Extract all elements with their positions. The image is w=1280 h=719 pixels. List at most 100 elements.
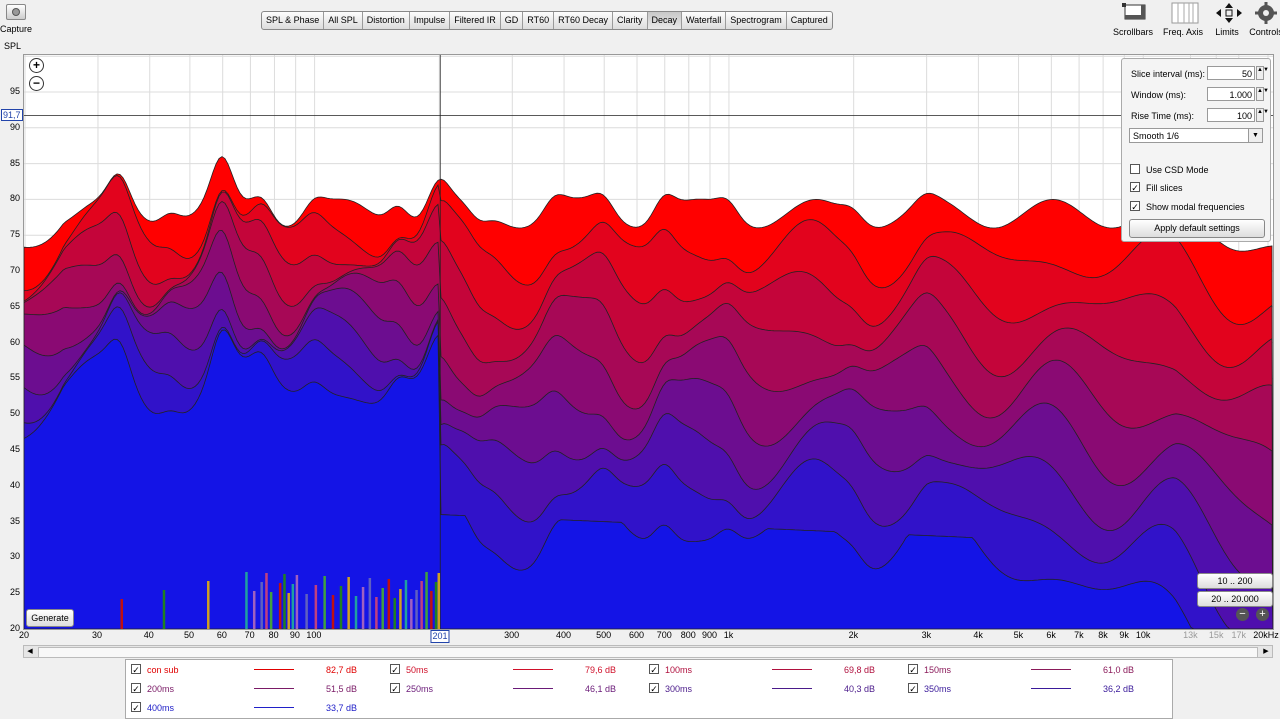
horizontal-scrollbar[interactable]: ◀ ▶ <box>23 645 1273 658</box>
scroll-left-icon[interactable]: ◀ <box>27 648 33 655</box>
y-axis-labels: 95 90 85 80 75 70 65 60 55 50 45 40 35 30 25 20 <box>0 54 23 634</box>
x-tick-label: 1k <box>723 630 734 640</box>
freq-axis-button[interactable]: Freq. Axis <box>1160 0 1206 40</box>
rise-time-spinner[interactable]: ▲▼ <box>1256 108 1269 122</box>
slice-interval-input[interactable]: 50 <box>1207 66 1255 80</box>
x-tick-label: 300 <box>504 630 520 640</box>
range-10-200-button[interactable]: 10 .. 200 <box>1197 573 1273 589</box>
smoothing-select[interactable]: Smooth 1/6 ▼ <box>1129 128 1263 143</box>
range-20-20000-button[interactable]: 20 .. 20.000 <box>1197 591 1273 607</box>
x-tick-label: 5k <box>1013 630 1024 640</box>
tab-decay[interactable]: Decay <box>647 12 683 29</box>
capture-button[interactable]: Capture <box>0 0 34 40</box>
legend-trace-name: 100ms <box>665 665 693 675</box>
show-modal-checkbox[interactable]: ✓ <box>1130 201 1140 212</box>
limits-label: Limits <box>1215 27 1239 37</box>
y-tick-label: 60 <box>9 336 20 347</box>
x-tick-label: 8k <box>1098 630 1108 640</box>
tab-distortion[interactable]: Distortion <box>363 12 410 29</box>
legend-item: ✓ con sub 82,7 dB <box>126 660 384 678</box>
legend-checkbox[interactable]: ✓ <box>131 683 141 694</box>
window-spinner[interactable]: ▲▼ <box>1256 87 1269 101</box>
tab-waterfall[interactable]: Waterfall <box>682 12 727 29</box>
x-tick-label: 20 <box>18 630 30 640</box>
cursor-y-readout: 91,7 <box>1 109 23 121</box>
generate-button[interactable]: Generate <box>26 609 74 627</box>
x-tick-label: 90 <box>289 630 300 640</box>
legend-trace-name: con sub <box>147 665 179 675</box>
slice-interval-spinner[interactable]: ▲▼ <box>1256 66 1269 80</box>
modal-frequency-bar <box>323 576 326 629</box>
modal-frequency-bar <box>410 599 413 629</box>
legend-trace-name: 300ms <box>665 684 693 694</box>
scrollbars-label: Scrollbars <box>1112 27 1153 37</box>
x-tick-label: 17k <box>1231 630 1246 640</box>
tab-impulse[interactable]: Impulse <box>410 12 451 29</box>
window-input[interactable]: 1.000 <box>1207 87 1255 101</box>
modal-frequency-bar <box>381 588 384 629</box>
modal-frequency-bar <box>287 593 290 629</box>
zoom-out-icon[interactable]: − <box>29 76 44 91</box>
legend-checkbox[interactable]: ✓ <box>390 683 400 694</box>
legend-line-swatch <box>772 669 812 670</box>
show-modal-label: Show modal frequencies <box>1146 202 1245 212</box>
rise-time-input[interactable]: 100 <box>1207 108 1255 122</box>
x-zoom-out-icon[interactable]: − <box>1236 608 1249 621</box>
tab-all-spl[interactable]: All SPL <box>324 12 363 29</box>
scroll-right-icon[interactable]: ▶ <box>1263 648 1269 655</box>
modal-frequency-bar <box>434 582 438 629</box>
tab-rt60-decay[interactable]: RT60 Decay <box>554 12 613 29</box>
legend-trace-value: 79,6 dB <box>585 665 617 675</box>
decay-slice <box>24 329 1273 629</box>
x-zoom-in-icon[interactable]: + <box>1256 608 1269 621</box>
y-tick-label: 20 <box>9 623 20 633</box>
x-tick-label: 9k <box>1119 630 1129 640</box>
tab-filtered-ir[interactable]: Filtered IR <box>450 12 501 29</box>
modal-frequency-bar <box>265 573 268 629</box>
x-tick-label: 50 <box>183 630 195 640</box>
y-axis-unit-label: SPL <box>4 41 22 51</box>
modal-frequency-bar <box>399 589 402 629</box>
limits-button[interactable]: Limits <box>1210 0 1244 40</box>
decay-controls-panel: Slice interval (ms): 50 ▲▼ Window (ms): … <box>1121 58 1271 242</box>
legend-checkbox[interactable]: ✓ <box>390 664 400 675</box>
tab-spl-phase[interactable]: SPL & Phase <box>262 12 325 29</box>
tab-captured[interactable]: Captured <box>790 15 828 25</box>
legend-checkbox[interactable]: ✓ <box>908 664 918 675</box>
legend-checkbox[interactable]: ✓ <box>131 664 141 675</box>
modal-frequency-bar <box>420 581 423 629</box>
modal-frequency-bar <box>245 572 248 629</box>
legend-checkbox[interactable]: ✓ <box>908 683 918 694</box>
x-tick-label: 7k <box>1074 630 1084 640</box>
legend-checkbox[interactable]: ✓ <box>131 702 141 713</box>
legend-checkbox[interactable]: ✓ <box>649 664 659 675</box>
tab-rt60[interactable]: RT60 <box>523 12 555 29</box>
y-tick-label: 45 <box>9 444 20 454</box>
modal-frequency-bar <box>305 594 308 629</box>
zoom-in-icon[interactable]: + <box>29 58 44 73</box>
y-tick-label: 95 <box>9 86 20 96</box>
tab-spectrogram[interactable]: Spectrogram <box>726 12 787 29</box>
trace-legend: ✓ con sub 82,7 dB ✓ 50ms 79,6 dB ✓ 100ms 69,8 dB… <box>125 659 1173 719</box>
y-tick-label: 65 <box>9 300 20 311</box>
controls-button[interactable]: Controls <box>1248 0 1280 40</box>
camera-icon <box>6 4 26 20</box>
fill-slices-checkbox[interactable]: ✓ <box>1130 182 1140 193</box>
legend-trace-value: 40,3 dB <box>844 684 876 694</box>
y-tick-label: 80 <box>9 193 20 204</box>
y-tick-label: 75 <box>9 229 20 240</box>
tab-gd[interactable]: GD <box>501 12 524 29</box>
use-csd-label: Use CSD Mode <box>1146 165 1209 175</box>
legend-checkbox[interactable]: ✓ <box>649 683 659 694</box>
apply-default-settings-button[interactable]: Apply default settings <box>1129 219 1265 238</box>
x-tick-label: 900 <box>702 630 718 640</box>
decay-plot <box>24 55 1273 629</box>
x-tick-label: 500 <box>596 630 612 640</box>
freq-axis-icon <box>1171 2 1199 24</box>
decay-graph[interactable] <box>23 54 1274 630</box>
tab-clarity[interactable]: Clarity <box>613 12 648 29</box>
scrollbars-button[interactable]: Scrollbars <box>1111 0 1155 40</box>
scrollbar-thumb[interactable] <box>38 647 1258 658</box>
use-csd-checkbox[interactable] <box>1130 164 1140 174</box>
capture-label: Capture <box>0 24 33 34</box>
